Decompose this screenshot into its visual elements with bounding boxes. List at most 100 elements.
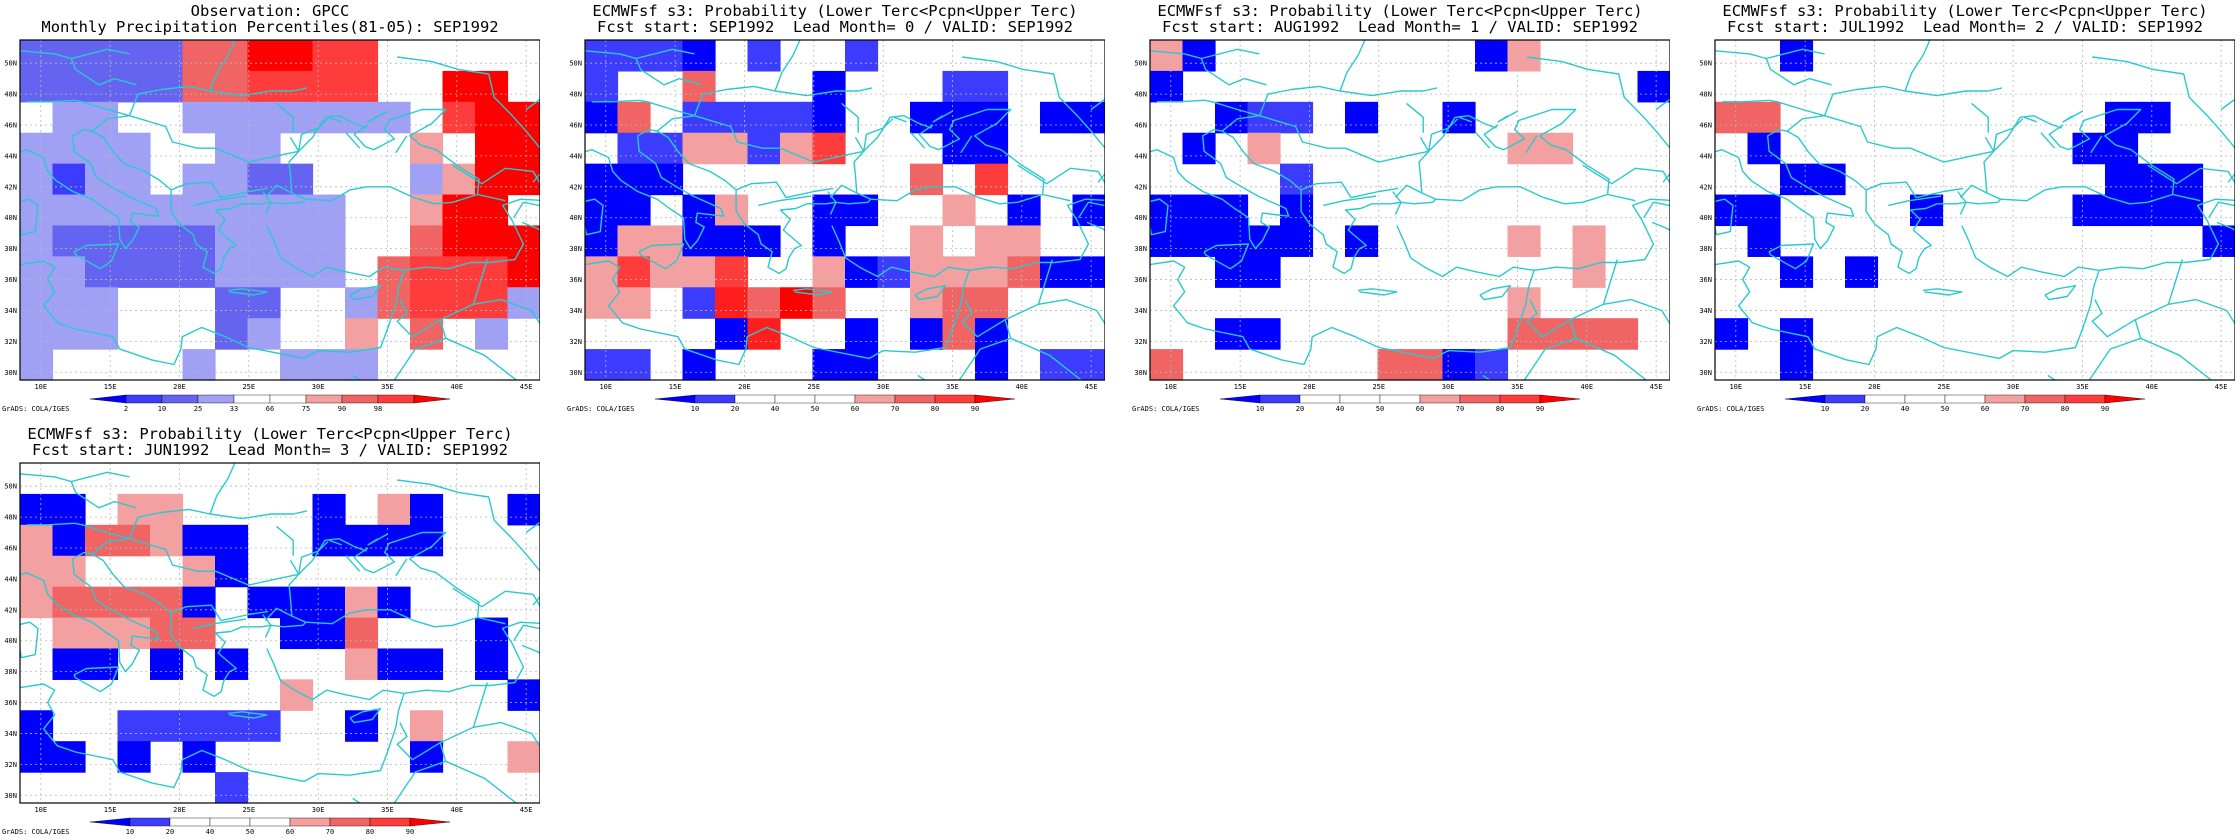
- coastline: [70, 48, 137, 86]
- grid-cell: [52, 70, 86, 103]
- grid-cell: [182, 524, 216, 557]
- lat-tick-label: 44N: [1134, 152, 1147, 160]
- grid-cell: [812, 225, 846, 257]
- coastline: [129, 115, 299, 163]
- grid-cell: [1475, 349, 1509, 381]
- grid-cell: [85, 225, 119, 257]
- colorbar-segment: [1299, 394, 1341, 404]
- coastline: [870, 108, 1045, 205]
- grid-cell: [20, 524, 54, 557]
- grid-cell: [117, 40, 151, 72]
- coastline: [1497, 110, 1518, 123]
- grid-cell: [345, 710, 379, 742]
- lat-tick-label: 30N: [569, 369, 582, 377]
- grid-cell: [345, 648, 379, 680]
- coastline: [735, 181, 834, 199]
- colorbar-segment: [413, 394, 451, 404]
- grid-cell: [942, 287, 976, 319]
- grid-cell: [150, 225, 184, 257]
- panel-title-line1: ECMWFsf s3: Probability (Lower Terc<Pcpn…: [1722, 2, 2208, 20]
- coastline: [2091, 259, 2183, 338]
- colorbar-segment: [734, 394, 776, 404]
- grid-cell: [650, 256, 684, 288]
- coastline: [1150, 128, 1290, 250]
- grid-cell: [1410, 349, 1444, 381]
- lat-tick-label: 38N: [4, 245, 17, 253]
- coastline: [1038, 298, 1105, 325]
- lon-tick-label: 25E: [1372, 383, 1385, 391]
- grid-cell: [1280, 225, 1314, 257]
- lat-tick-label: 38N: [1134, 245, 1147, 253]
- grid-cells: [1150, 40, 1670, 381]
- lat-tick-label: 50N: [1699, 60, 1712, 68]
- coastline: [209, 463, 236, 515]
- coastline: [829, 184, 858, 199]
- coastline: [521, 221, 540, 232]
- coastlines: [585, 40, 1105, 380]
- grid-cell: [20, 70, 54, 103]
- coastline: [20, 128, 160, 250]
- colorbar-segment: [269, 394, 307, 404]
- grid-cell: [812, 349, 846, 381]
- grid-cell: [507, 493, 540, 526]
- lat-tick-label: 32N: [1134, 338, 1147, 346]
- coastline: [1339, 40, 1366, 92]
- grid-cell: [942, 318, 976, 350]
- grid-cell: [280, 163, 314, 196]
- coastline: [289, 118, 329, 153]
- lon-tick-label: 15E: [104, 806, 117, 814]
- coastline: [1406, 102, 1424, 133]
- coastline: [635, 48, 702, 86]
- colorbar-label: 40: [1901, 405, 1909, 413]
- coastline: [2172, 193, 2201, 202]
- grid-cell: [975, 163, 1009, 196]
- colorbar-segment: [1339, 394, 1381, 404]
- grid-cell: [1215, 225, 1249, 257]
- coastline: [2044, 285, 2077, 301]
- grid-cell: [182, 349, 216, 381]
- coastline: [1378, 225, 1535, 360]
- coastline: [1475, 132, 1491, 149]
- grid-cell: [150, 648, 184, 680]
- lat-tick-label: 46N: [1699, 122, 1712, 130]
- coastline: [1203, 243, 1250, 270]
- colorbar-label: 2: [124, 405, 128, 413]
- coastline: [477, 616, 506, 625]
- grid-cell: [52, 648, 86, 680]
- coastline: [20, 621, 39, 659]
- lon-tick-label: 25E: [807, 383, 820, 391]
- grid-cell: [410, 648, 444, 680]
- grid-cell: [377, 256, 411, 288]
- grid-cell: [52, 256, 86, 288]
- coastline: [1323, 195, 1377, 207]
- coastline: [1482, 374, 1491, 380]
- grid-cell: [215, 70, 249, 103]
- coastline: [1984, 118, 2024, 153]
- coastline: [1259, 115, 1429, 163]
- grid-cell: [52, 132, 86, 165]
- grid-cell: [377, 493, 411, 526]
- coastline: [209, 40, 236, 92]
- coastline: [932, 110, 953, 123]
- colorbar-label: 90: [2101, 405, 2109, 413]
- lat-tick-label: 48N: [569, 91, 582, 99]
- grid-cell: [312, 349, 346, 381]
- grid-cell: [1215, 194, 1249, 227]
- grid-cell: [1507, 318, 1541, 350]
- grid-cell: [345, 287, 379, 319]
- grid-cell: [715, 256, 749, 288]
- coastline: [960, 135, 973, 154]
- coastline: [305, 531, 480, 628]
- grid-cell: [410, 287, 444, 319]
- grid-cell: [117, 710, 151, 742]
- colorbar-label: 10: [1821, 405, 1829, 413]
- grid-cell: [585, 225, 619, 257]
- coastline: [1943, 225, 2100, 360]
- grid-cell: [377, 524, 411, 557]
- colorbar-label: 20: [1861, 405, 1869, 413]
- grid-cell: [215, 256, 249, 288]
- lon-tick-label: 15E: [669, 383, 682, 391]
- grid-cell: [117, 225, 151, 257]
- grid-cell: [20, 555, 54, 588]
- grid-cell: [150, 586, 184, 619]
